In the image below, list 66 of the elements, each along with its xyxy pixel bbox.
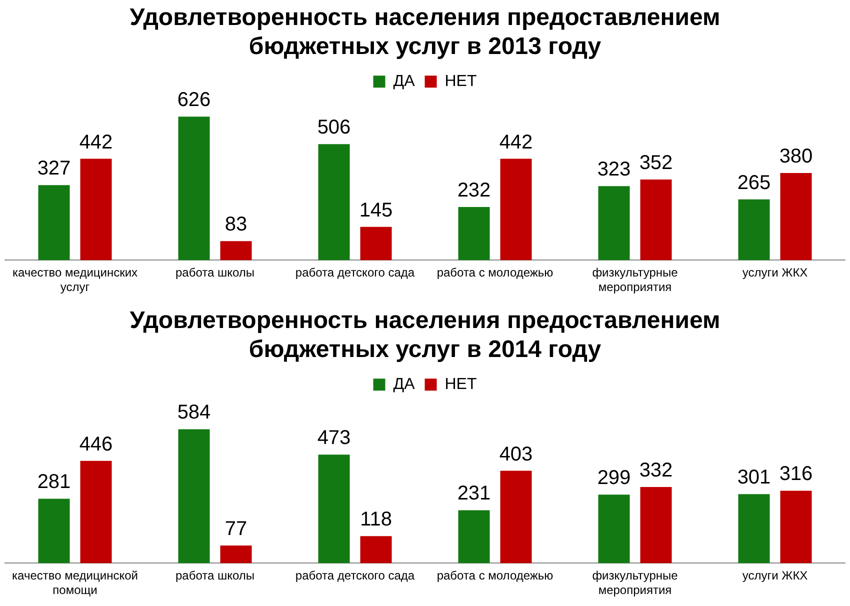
- x-tick-label: работа с молодежью: [436, 266, 554, 280]
- bar: [500, 158, 532, 260]
- data-label: 118: [360, 508, 392, 531]
- data-label: 327: [37, 158, 71, 180]
- data-label: 323: [597, 158, 631, 181]
- data-label: 83: [224, 214, 248, 236]
- data-label: 380: [779, 146, 813, 168]
- bar: [738, 494, 770, 564]
- x-tick-label: работа школы: [175, 568, 255, 583]
- legend-label: НЕТ: [444, 73, 477, 90]
- data-label: 265: [737, 172, 771, 194]
- bar: [360, 536, 392, 564]
- bar: [500, 470, 532, 564]
- bar: [360, 226, 392, 260]
- x-tick-label: работа детского сада: [295, 266, 415, 280]
- data-label: 231: [457, 482, 491, 505]
- x-tick-label: услуги ЖКХ: [742, 568, 808, 583]
- data-label: 299: [597, 467, 631, 490]
- chart-title: Удовлетворенность населения предоставлением бюджетных услуг в 2013 году: [130, 4, 720, 60]
- bar: [318, 144, 350, 260]
- bar: [80, 460, 112, 564]
- data-label: 232: [457, 179, 491, 202]
- x-tick-label: физкультурные мероприятия: [592, 266, 678, 294]
- x-tick-label: качество медицинских услуг: [12, 266, 138, 294]
- x-tick-label: работа школы: [175, 266, 255, 280]
- data-label: 442: [499, 131, 533, 154]
- chart-title: Удовлетворенность населения предоставлением бюджетных услуг в 2014 году: [130, 307, 720, 363]
- data-label: 506: [317, 116, 351, 139]
- bar: [318, 454, 350, 564]
- data-label: 352: [639, 152, 673, 174]
- bar: [780, 173, 812, 260]
- bar: [780, 490, 812, 564]
- data-label: 626: [177, 89, 211, 112]
- x-tick-label: работа с молодежью: [436, 568, 554, 583]
- bar: [178, 116, 210, 260]
- bar: [458, 206, 490, 260]
- data-label: 316: [779, 463, 813, 486]
- data-label: 77: [224, 518, 248, 540]
- bar: [598, 186, 630, 260]
- bar: [738, 199, 770, 260]
- data-label: 281: [37, 471, 71, 494]
- bar: [220, 241, 252, 260]
- bar: [38, 185, 70, 260]
- data-label: 446: [79, 433, 113, 456]
- data-label: 145: [359, 199, 393, 222]
- x-tick-label: услуги ЖКХ: [742, 266, 808, 280]
- data-label: 473: [317, 427, 351, 450]
- bar: [640, 487, 672, 564]
- x-tick-label: физкультурные мероприятия: [592, 568, 678, 598]
- bar: [458, 510, 490, 564]
- data-label: 332: [639, 460, 673, 482]
- data-label: 584: [177, 402, 211, 424]
- data-label: 301: [737, 466, 771, 489]
- legend-label: НЕТ: [444, 376, 477, 394]
- bar: [640, 179, 672, 260]
- legend-label: ДА: [393, 73, 416, 90]
- bar: [220, 546, 252, 564]
- bar: [178, 429, 210, 564]
- bar: [80, 158, 112, 260]
- bar: [38, 498, 70, 564]
- data-label: 442: [79, 131, 113, 154]
- x-tick-label: работа детского сада: [295, 568, 415, 583]
- legend-label: ДА: [393, 376, 416, 394]
- bar: [598, 494, 630, 564]
- x-tick-label: качество медицинской помощи: [12, 568, 138, 598]
- data-label: 403: [499, 443, 533, 466]
